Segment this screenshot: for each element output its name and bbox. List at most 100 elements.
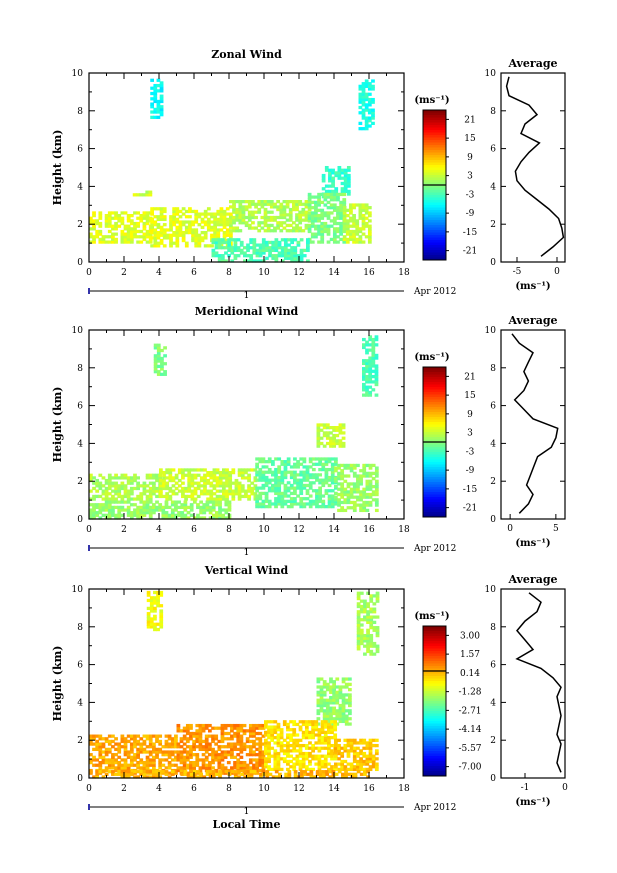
- heat-cell: [286, 460, 291, 464]
- heat-cell: [254, 226, 258, 230]
- heat-cell: [285, 223, 290, 228]
- heat-cell: [248, 729, 253, 733]
- heat-cell: [170, 770, 175, 774]
- heat-cell: [299, 462, 304, 466]
- heat-cell: [319, 677, 324, 681]
- heat-cell: [169, 241, 173, 245]
- heat-cell: [107, 219, 112, 223]
- heat-cell: [188, 228, 192, 232]
- heat-cell: [252, 758, 256, 762]
- heat-cell: [310, 232, 315, 236]
- heat-cell: [346, 181, 351, 186]
- heat-cell: [337, 767, 341, 772]
- heat-cell: [278, 772, 282, 776]
- heat-cell: [329, 439, 333, 443]
- heat-cell: [320, 229, 325, 234]
- heat-cell: [264, 497, 269, 501]
- heat-cell: [89, 221, 93, 226]
- heat-cell: [153, 370, 158, 374]
- colorbar-tick-label: 15: [464, 134, 476, 144]
- heat-cell: [152, 486, 156, 491]
- heat-cell: [365, 388, 369, 392]
- heat-cell: [156, 110, 161, 114]
- heat-cell: [98, 737, 103, 741]
- heat-cell: [368, 343, 373, 347]
- heat-cell: [283, 251, 288, 255]
- heat-cell: [260, 221, 265, 225]
- colorbar-unit: (ms⁻¹): [414, 95, 449, 106]
- heat-cell: [239, 737, 244, 741]
- heat-cell: [227, 240, 231, 245]
- heat-cell: [98, 734, 103, 738]
- colorbar-swatch: [423, 648, 446, 652]
- heat-cell: [195, 723, 200, 728]
- heat-cell: [244, 205, 249, 209]
- heat-cell: [352, 474, 357, 478]
- heat-cell: [249, 772, 254, 776]
- heat-cell: [152, 770, 156, 774]
- heat-cell: [101, 497, 106, 501]
- x-axis-label: Local Time: [213, 818, 281, 831]
- heat-cell: [293, 238, 298, 242]
- heat-cell: [246, 775, 251, 779]
- heat-cell: [190, 476, 195, 480]
- heat-cell: [148, 739, 153, 744]
- heat-cell: [158, 747, 163, 752]
- heat-cell: [164, 745, 169, 749]
- heat-cell: [152, 476, 156, 480]
- heat-cell: [225, 494, 229, 499]
- heat-cell: [156, 207, 161, 211]
- heat-cell: [345, 227, 350, 231]
- heat-cell: [264, 746, 268, 750]
- heat-cell: [120, 481, 125, 485]
- heat-cell: [231, 492, 236, 496]
- x-tick-label: 18: [398, 784, 410, 794]
- heat-cell: [107, 739, 112, 744]
- heat-cell: [149, 598, 154, 603]
- heat-cell: [255, 465, 259, 469]
- heat-cell: [95, 747, 100, 752]
- heat-cell: [155, 750, 159, 754]
- heat-cell: [311, 730, 315, 734]
- heat-cell: [318, 462, 322, 466]
- heat-cell: [232, 207, 236, 212]
- heat-cell: [328, 184, 332, 188]
- heat-cell: [170, 503, 175, 507]
- heat-cell: [197, 244, 202, 248]
- heat-cell: [329, 688, 333, 692]
- heat-cell: [212, 497, 217, 501]
- heat-cell: [152, 747, 156, 752]
- heat-cell: [136, 486, 140, 491]
- heat-cell: [161, 750, 166, 754]
- heat-cell: [211, 739, 215, 744]
- colorbar-swatch: [423, 412, 446, 415]
- heat-cell: [270, 720, 275, 724]
- heat-cell: [226, 742, 231, 746]
- heat-cell: [133, 211, 137, 215]
- heat-cell: [336, 213, 340, 218]
- heat-cell: [346, 754, 351, 758]
- heat-cell: [172, 241, 177, 245]
- heat-cell: [329, 441, 333, 446]
- heat-cell: [322, 703, 327, 708]
- heat-cell: [224, 500, 229, 504]
- heat-cell: [248, 753, 253, 757]
- heat-cell: [330, 465, 335, 469]
- heat-cell: [92, 494, 96, 499]
- heat-cell: [181, 468, 185, 472]
- heat-cell: [310, 235, 315, 239]
- heat-cell: [152, 492, 156, 496]
- heat-cell: [136, 747, 140, 752]
- heat-cell: [264, 470, 269, 474]
- heat-cell: [192, 760, 196, 765]
- heat-cell: [280, 497, 285, 501]
- heat-cell: [148, 745, 153, 749]
- heat-cell: [136, 763, 140, 767]
- heat-cell: [330, 470, 335, 474]
- heat-cell: [310, 221, 315, 226]
- heat-cell: [276, 762, 281, 766]
- heat-cell: [286, 494, 291, 498]
- heat-cell: [206, 492, 210, 496]
- heat-cell: [233, 747, 237, 752]
- heat-cell: [359, 641, 364, 646]
